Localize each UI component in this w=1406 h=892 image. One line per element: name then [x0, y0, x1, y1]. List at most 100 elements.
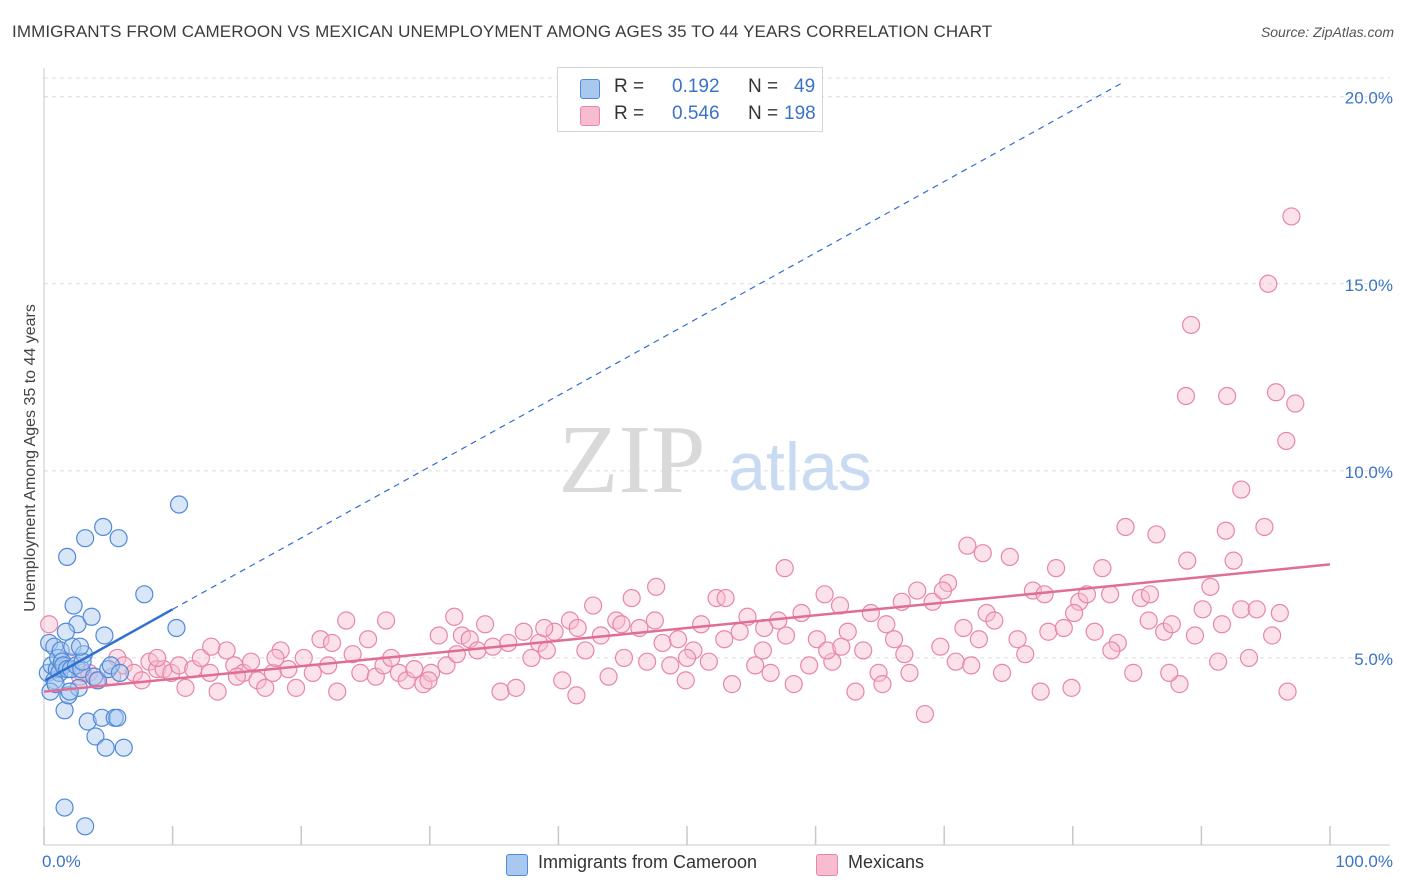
mexicans-point: [854, 641, 873, 660]
mexicans-point: [1209, 652, 1228, 671]
mexicans-point: [475, 615, 495, 634]
chart-title: IMMIGRANTS FROM CAMEROON VS MEXICAN UNEM…: [12, 22, 993, 41]
cameroon-point: [76, 817, 95, 836]
mexicans-point: [286, 678, 306, 697]
mexicans-point: [1124, 663, 1143, 682]
mexicans-point: [1062, 678, 1081, 697]
mexicans-point: [405, 660, 424, 679]
mexicans-point: [645, 611, 664, 630]
mexicans-point: [1178, 551, 1197, 570]
cameroon-point: [110, 663, 129, 682]
mexicans-point: [567, 686, 586, 705]
mexicans-point: [522, 648, 541, 668]
mexicans-point: [647, 577, 666, 596]
cameroon-point: [55, 798, 74, 817]
mexicans-point: [954, 618, 973, 638]
r-label: R =: [614, 76, 645, 97]
cameroon-point: [95, 626, 114, 645]
mexicans-point: [1155, 622, 1174, 641]
mexicans-point: [992, 663, 1012, 682]
mexicans-point: [162, 663, 181, 682]
mexicans-point: [1102, 641, 1121, 660]
mexicans-point: [1140, 585, 1160, 604]
mexicans-point: [1218, 386, 1237, 406]
mexicans-point: [1278, 682, 1297, 701]
cameroon-point: [70, 637, 90, 656]
n-value: 198: [784, 103, 816, 124]
y-tick-label: 5.0%: [1354, 650, 1393, 669]
mexicans-point: [1093, 559, 1112, 578]
mexicans-point: [668, 630, 688, 649]
y-tick-labels: 5.0% 10.0% 15.0% 20.0%: [1345, 89, 1393, 669]
mexicans-point: [1046, 559, 1066, 578]
cameroon-point: [58, 547, 77, 567]
mexicans-point: [1277, 431, 1296, 451]
mexicans-point: [900, 663, 919, 682]
mexicans-point: [722, 675, 742, 694]
cameroon-point: [60, 682, 79, 701]
correlation-legend: R = 0.192 N = 49 R = 0.546 N = 198: [557, 67, 823, 132]
x-tick-max: 100.0%: [1335, 852, 1393, 871]
mexicans-point: [622, 588, 641, 608]
cameroon-point: [169, 495, 189, 514]
cameroon-trend-extension: [172, 81, 1125, 610]
mexicans-point: [176, 678, 195, 697]
r-value: 0.546: [672, 103, 720, 124]
mexicans-point: [429, 626, 448, 645]
mexicans-point: [873, 675, 892, 694]
r-value: 0.192: [672, 76, 720, 97]
mexicans-point: [1182, 315, 1201, 335]
mexicans-point: [815, 585, 834, 604]
mexicans-point: [1070, 592, 1089, 611]
y-tick-label: 10.0%: [1345, 463, 1393, 482]
mexicans-point: [1216, 521, 1235, 540]
mexicans-point: [1193, 600, 1212, 619]
mexicans-point: [1201, 577, 1220, 596]
cameroon-point: [108, 708, 127, 727]
mexicans-point: [343, 645, 362, 664]
mexicans-point: [746, 656, 765, 675]
n-value: 49: [794, 76, 816, 97]
mexicans-point: [823, 652, 842, 671]
mexicans-point: [169, 656, 189, 675]
watermark-zip: ZIP: [559, 406, 706, 514]
mexicans-point: [584, 596, 603, 615]
mexicans-point: [792, 603, 811, 623]
mexicans-point: [491, 682, 510, 701]
trend-lines: [43, 81, 1331, 693]
mexicans-point: [1224, 551, 1243, 570]
mexicans-point: [1085, 622, 1104, 641]
mexicans-point: [677, 648, 697, 668]
mexicans-trend-line: [43, 563, 1331, 693]
mexicans-point: [969, 630, 989, 649]
mexicans-point: [895, 645, 914, 664]
mexicans-point: [869, 663, 888, 682]
mexicans-point: [977, 603, 996, 623]
mexicans-point: [1031, 682, 1050, 701]
cameroon-point: [135, 585, 154, 604]
mexicans-point: [266, 648, 285, 668]
y-tick-label: 15.0%: [1345, 276, 1393, 295]
mexicans-point: [946, 652, 965, 671]
mexicans-point: [676, 671, 695, 690]
mexicans-point: [560, 611, 580, 630]
source-label: Source: ZipAtlas.com: [1260, 24, 1394, 40]
mexicans-point: [715, 630, 734, 649]
mexicans-point: [661, 656, 680, 675]
cameroon-point: [114, 738, 133, 757]
mexicans-point: [1108, 633, 1127, 653]
mexicans-point: [915, 704, 935, 724]
mexicans-point: [1016, 645, 1035, 664]
mexicans-point: [256, 678, 275, 697]
mexicans-point: [638, 652, 657, 671]
mexicans-point: [832, 637, 851, 656]
grid-lines: [44, 77, 1390, 659]
mexicans-point: [753, 641, 772, 660]
mexicans-point: [1286, 394, 1305, 413]
y-tick-label: 20.0%: [1345, 89, 1393, 108]
mexicans-point: [447, 645, 466, 664]
mexicans-point: [553, 671, 572, 690]
mexicans-point: [1185, 626, 1205, 645]
mexicans-point: [838, 622, 857, 641]
mexicans-point: [931, 637, 950, 656]
